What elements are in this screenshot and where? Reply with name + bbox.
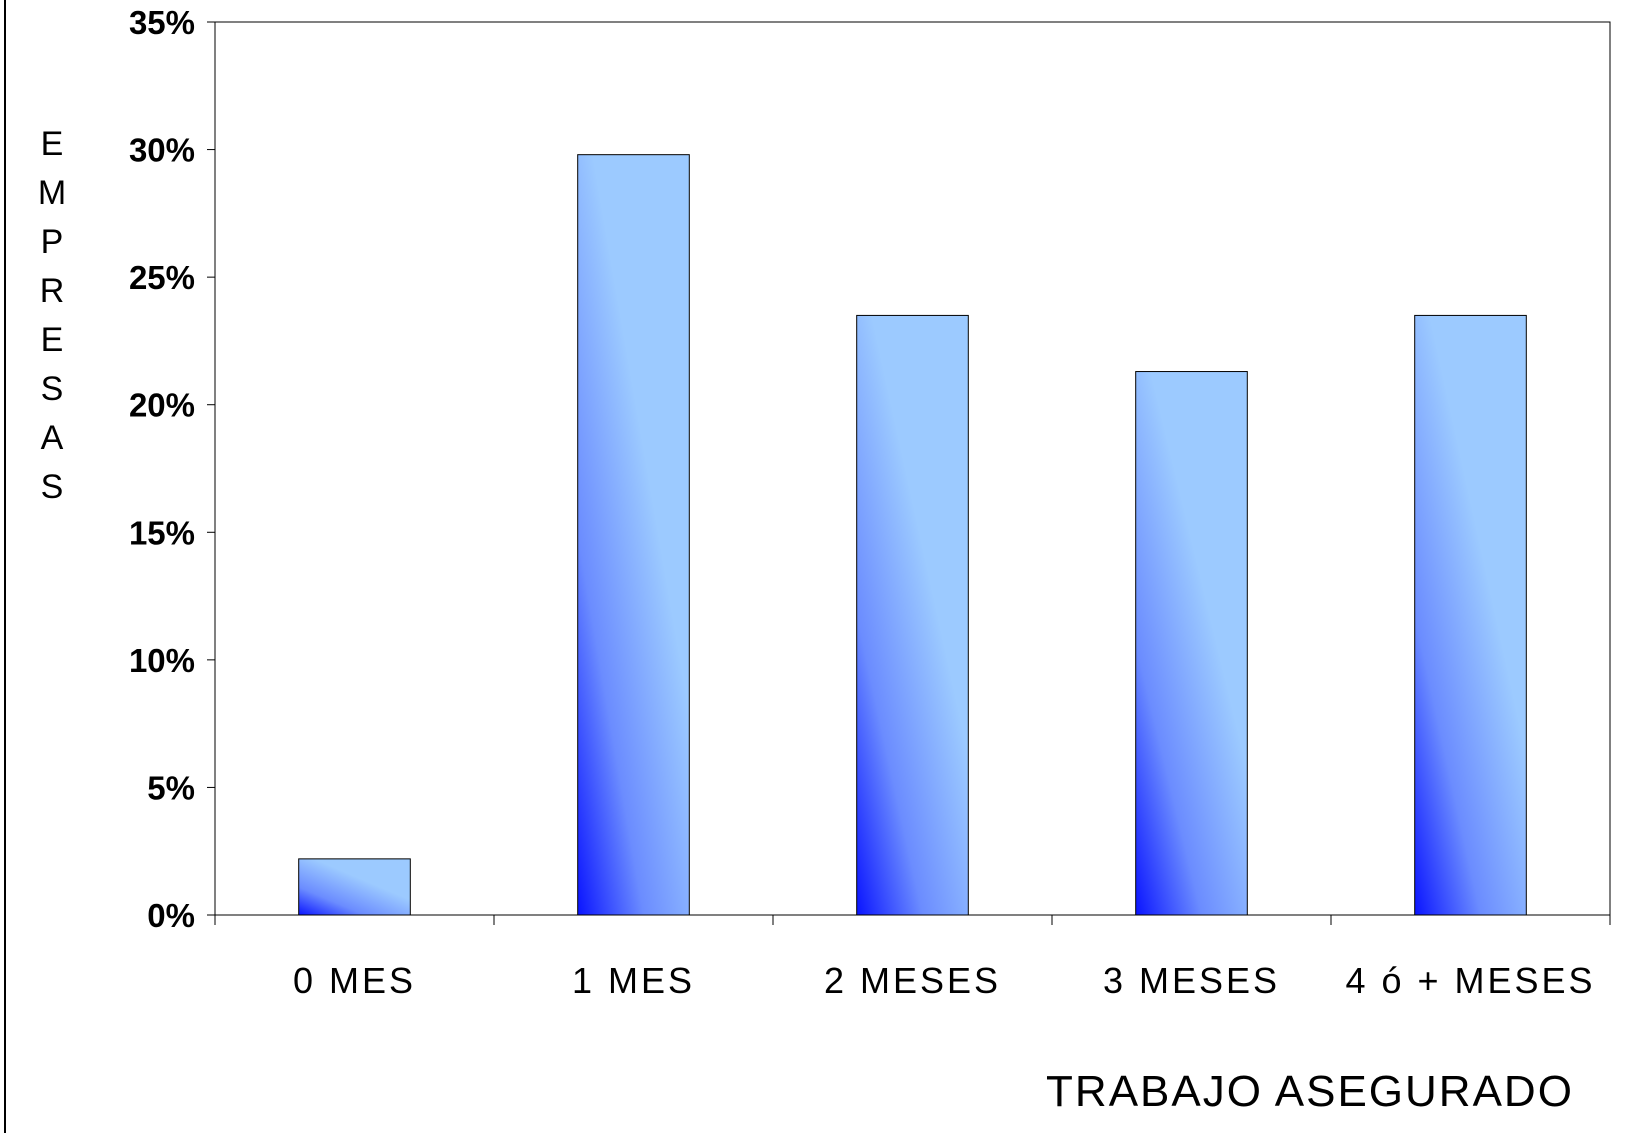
bar-3 <box>1135 371 1248 916</box>
y-axis-label-letter: S <box>41 468 64 506</box>
bars <box>298 154 1527 916</box>
y-tick-label: 35% <box>129 4 195 41</box>
y-axis-label-letter: S <box>41 370 64 408</box>
x-tick-label: 2 MESES <box>824 960 1001 1001</box>
y-axis-label-letter: A <box>41 419 64 457</box>
bar-4 <box>1414 314 1527 916</box>
y-axis: 0% 5% 10% 15% 20% 25% 30% 35% <box>129 4 215 934</box>
y-tick-label: 5% <box>147 769 195 806</box>
bar-0 <box>298 858 411 916</box>
y-axis-label-letter: P <box>41 223 64 261</box>
x-tick-label: 0 MES <box>293 960 416 1001</box>
x-axis: 0 MES 1 MES 2 MESES 3 MESES 4 ó + MESES <box>214 915 1611 1001</box>
bar-1 <box>577 154 690 916</box>
y-tick-label: 25% <box>129 259 195 296</box>
x-tick-label: 3 MESES <box>1103 960 1280 1001</box>
y-tick-label: 15% <box>129 514 195 551</box>
x-tick-label: 4 ó + MESES <box>1345 960 1595 1001</box>
y-tick-label: 30% <box>129 132 195 169</box>
x-tick-label: 1 MES <box>572 960 695 1001</box>
y-axis-label-letter: E <box>41 321 64 359</box>
y-tick-label: 0% <box>147 897 195 934</box>
y-axis-label-letter: M <box>38 174 66 212</box>
y-tick-label: 20% <box>129 387 195 424</box>
bar-2 <box>856 314 969 916</box>
y-tick-label: 10% <box>129 642 195 679</box>
y-axis-label-letter: E <box>41 125 64 163</box>
x-axis-label: TRABAJO ASEGURADO <box>1046 1067 1574 1116</box>
y-axis-label-letter: R <box>40 272 65 310</box>
